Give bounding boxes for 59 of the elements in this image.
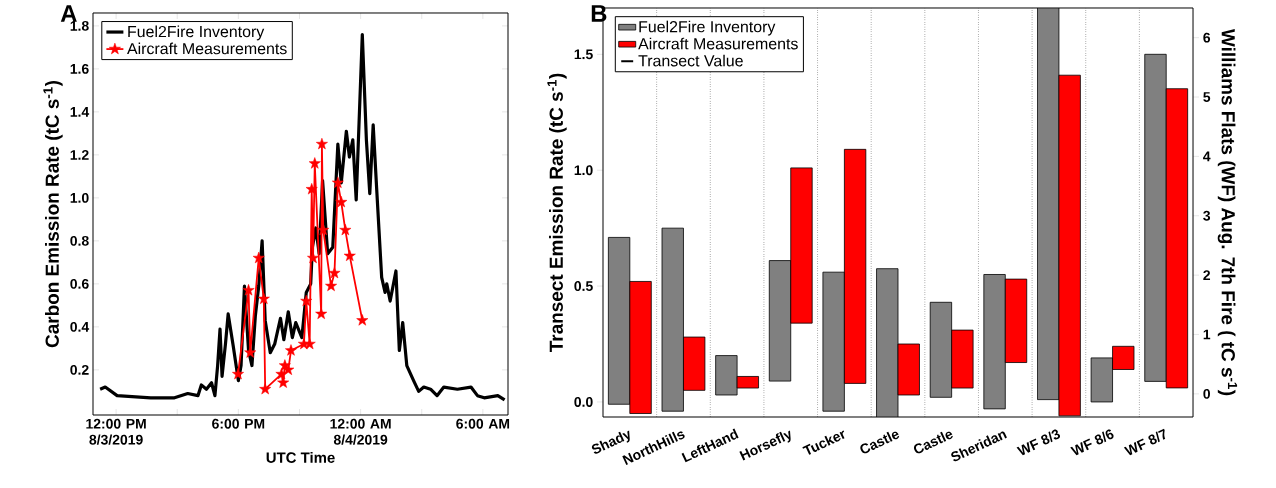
x-tick-label: 12:00 AM 8/4/2019 — [330, 418, 391, 445]
chart-title: A — [60, 5, 77, 22]
y-tick-label: 0.4 — [70, 321, 90, 332]
point — [356, 314, 369, 326]
y2-tick-label: 0 — [1203, 388, 1211, 399]
point — [325, 279, 337, 292]
x-tick-label: WF 8/7 — [1123, 428, 1166, 456]
point — [244, 346, 257, 358]
y2-axis-title: Williams Flats (WF) Aug. 7th Fire ( tC s$^{-1}$) — [1217, 28, 1238, 396]
point — [285, 344, 297, 356]
point — [252, 251, 265, 264]
x-tick-label: 6:00 PM — [212, 418, 265, 429]
y-tick-label: 1.8 — [70, 20, 89, 31]
point — [315, 137, 328, 150]
y-tick-label: 0.8 — [70, 235, 89, 246]
x-tick-label: WF 8/6 — [1070, 429, 1114, 456]
legend-label: Aircraft Measurements — [127, 42, 287, 55]
point — [257, 292, 270, 304]
y-tick-label: 1.4 — [70, 107, 90, 117]
y-tick-label: 1.5 — [574, 49, 593, 60]
y2-tick-label: 6 — [1203, 32, 1211, 43]
y2-tick-label: 4 — [1203, 151, 1211, 162]
y-tick-label: 0.0 — [574, 396, 593, 407]
point — [343, 249, 356, 261]
point — [335, 195, 348, 208]
y-tick-label: 0.5 — [574, 281, 593, 292]
y-tick-label: 1.6 — [70, 63, 89, 74]
point — [305, 183, 318, 195]
x-tick-label: Castle — [913, 431, 953, 454]
point — [259, 382, 272, 395]
x-tick-label: 12:00 PM 8/3/2019 — [86, 418, 146, 445]
x-tick-label: Castle — [860, 431, 900, 454]
y-tick-label: 1.0 — [574, 165, 593, 176]
point — [232, 367, 244, 380]
legend-label: Fuel2Fire Inventory — [128, 25, 265, 41]
y2-tick-label: 2 — [1203, 270, 1211, 280]
x-axis-title: UTC Time — [266, 451, 335, 463]
y-tick-label: 0.2 — [70, 364, 89, 375]
legend-label: Aircraft Measurements — [638, 37, 798, 50]
y-tick-label: 1.0 — [70, 192, 89, 203]
legend-label: Fuel2Fire Inventory — [639, 20, 776, 36]
y2-tick-label: 5 — [1203, 92, 1211, 102]
x-tick-label: WF 8/3 — [1016, 429, 1061, 456]
point — [242, 284, 255, 296]
y-axis-title: Carbon Emission Rate (tC s$^{-1}$) — [43, 81, 63, 348]
point — [331, 176, 344, 188]
y2-tick-label: 1 — [1203, 329, 1211, 340]
point — [328, 266, 341, 279]
point — [300, 294, 313, 307]
x-tick-label: 6:00 AM — [456, 418, 510, 429]
y-axis-title: Transect Emission Rate (tC s$^{-1}$) — [547, 73, 567, 353]
point — [339, 223, 352, 236]
point — [315, 307, 328, 320]
legend-label: Transect Value — [638, 54, 743, 67]
y-tick-label: 1.2 — [70, 150, 89, 160]
chart-title: B — [591, 5, 607, 22]
y2-tick-label: 3 — [1203, 210, 1211, 221]
y-tick-label: 0.6 — [70, 278, 89, 289]
point — [308, 157, 321, 169]
